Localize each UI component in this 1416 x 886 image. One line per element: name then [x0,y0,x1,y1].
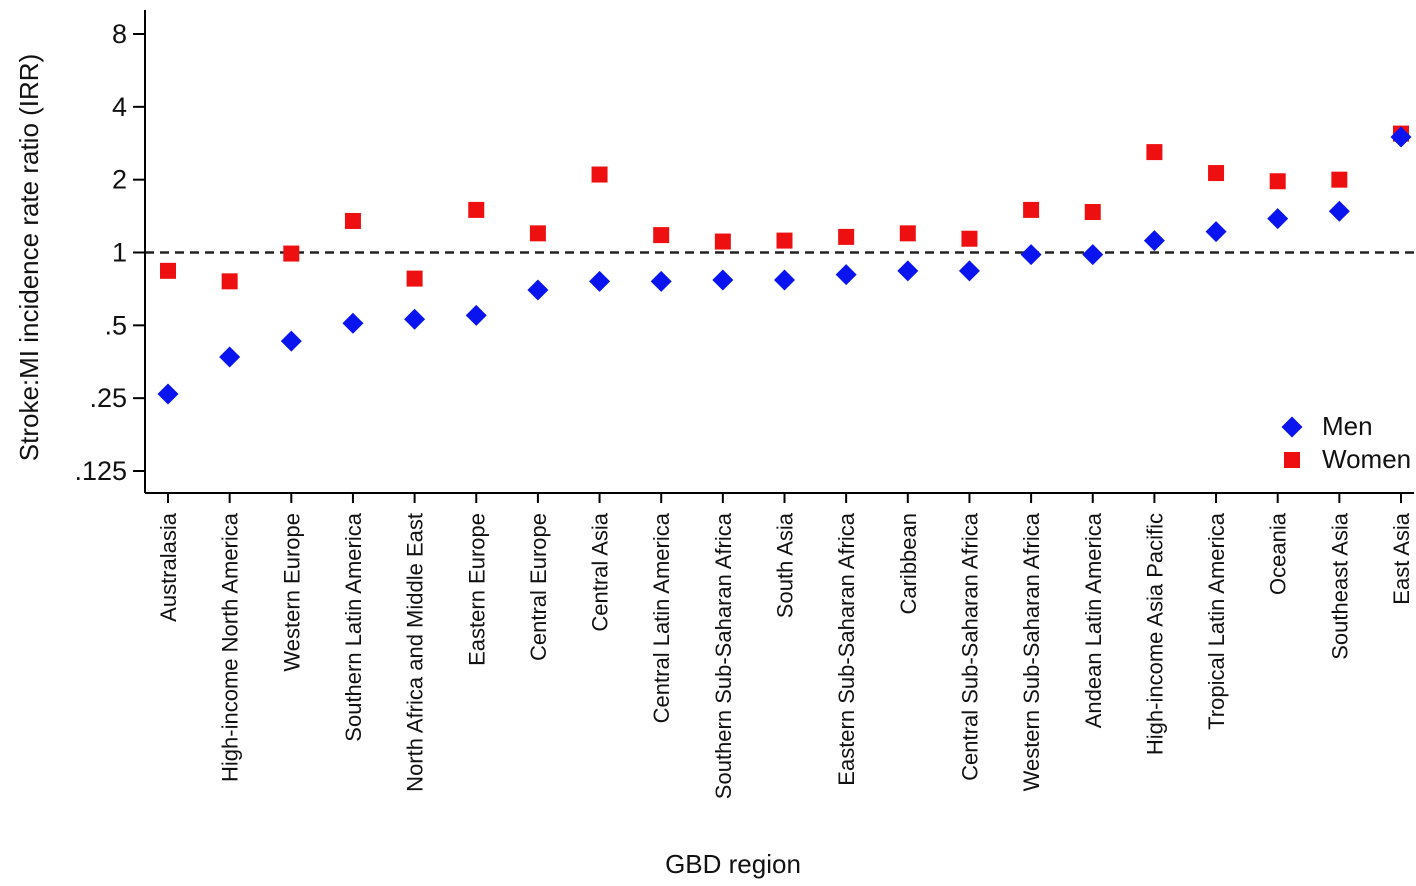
x-tick-label: Western Europe [279,513,304,672]
data-point-men [1328,200,1350,222]
data-point-men [280,330,302,352]
data-point-women [283,245,300,262]
data-point-men [219,346,241,368]
data-point-men [465,304,487,326]
data-point-women [961,230,978,247]
data-point-women [591,166,608,183]
x-tick-label: East Asia [1389,512,1414,604]
y-tick-label: 4 [112,92,127,122]
x-tick-label: Central Europe [526,513,551,661]
data-point-women [1208,165,1225,182]
y-tick-label: .5 [104,310,127,340]
data-point-men [835,264,857,286]
data-point-men [897,260,919,282]
data-point-men [589,270,611,292]
data-point-men [712,269,734,291]
legend-marker [1284,452,1300,468]
legend-marker [1281,416,1303,438]
data-point-women [1084,204,1101,221]
data-point-men [774,269,795,291]
data-point-women [1331,171,1348,188]
y-tick-label: 8 [112,19,127,49]
x-tick-label: High-income Asia Pacific [1142,513,1167,755]
legend-label: Men [1322,411,1373,441]
y-ticks: .125 .25 .5 1 2 4 8 [74,19,145,486]
x-axis-title: GBD region [665,849,801,879]
x-tick-label: Western Sub-Saharan Africa [1019,512,1044,791]
data-point-men [1020,244,1042,266]
y-tick-label: 2 [112,165,127,195]
x-tick-label: Eastern Europe [464,513,489,666]
x-tick-label: Eastern Sub-Saharan Africa [834,512,859,785]
data-point-men [527,279,549,301]
legend-label: Women [1322,444,1411,474]
y-tick-label: 1 [112,238,127,268]
x-tick-label: Central Sub-Saharan Africa [957,512,982,781]
y-tick-label: .125 [74,456,127,486]
data-point-men [157,383,179,405]
x-tick-label: North Africa and Middle East [403,513,428,792]
x-tick-label: Tropical Latin America [1204,512,1229,730]
x-tick-label: Andean Latin America [1081,512,1106,728]
x-tick-label: High-income North America [218,512,243,782]
x-tick-label: Southern Sub-Saharan Africa [711,512,736,799]
data-point-men [1267,208,1289,230]
data-point-men [1143,230,1165,252]
data-point-women [221,273,238,290]
y-tick-label: .25 [89,383,127,413]
data-point-men [650,270,672,292]
data-point-women [529,225,546,242]
x-tick-label: South Asia [773,512,798,618]
data-point-women [468,201,485,218]
data-point-men [404,308,426,330]
data-point-men [1082,244,1104,266]
data-point-men [958,260,980,282]
data-point-men [1205,221,1227,243]
x-ticks: Australasia High-income North America West… [156,493,1414,799]
data-point-women [160,262,176,279]
x-tick-label: Central Asia [588,512,613,631]
x-tick-label: Oceania [1266,512,1291,595]
data-point-women [714,233,731,250]
data-point-women [406,270,423,287]
data-point-women [838,228,855,245]
x-tick-label: Central Latin America [649,512,674,723]
data-point-women [1146,144,1163,161]
data-point-men [1390,126,1412,148]
x-tick-label: Caribbean [896,513,921,615]
y-axis-title: Stroke:MI incidence rate ratio (IRR) [14,54,44,461]
x-tick-label: Southern Latin America [341,512,366,741]
x-tick-label: Australasia [156,512,181,622]
data-point-women [776,232,793,249]
data-point-women [344,212,361,229]
x-tick-label: Southeast Asia [1327,512,1352,660]
data-point-women [1269,173,1286,190]
data-point-women [653,227,670,244]
data-points [157,125,1412,405]
data-point-women [899,225,916,242]
data-point-women [1023,201,1040,218]
data-point-men [342,312,364,334]
